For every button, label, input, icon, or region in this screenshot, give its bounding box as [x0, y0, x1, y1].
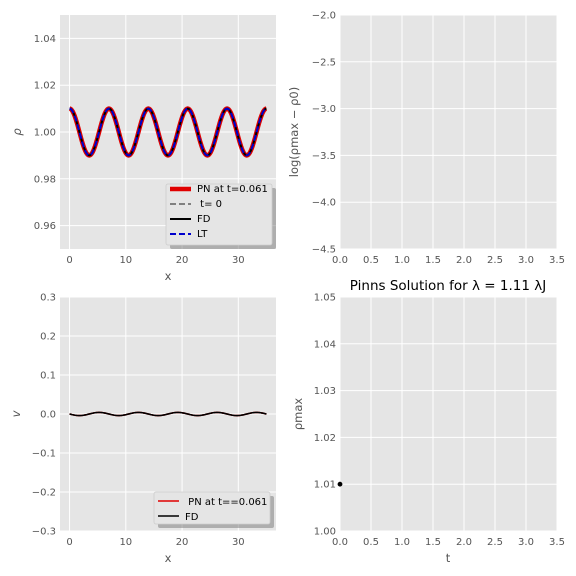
- density-ylabel: ρ: [10, 128, 24, 136]
- rho-max-plot-background: [340, 297, 557, 531]
- x-tick-label: 20: [176, 537, 189, 548]
- x-tick-label: 0: [66, 255, 72, 266]
- rho-max-panel: 0.0 0.5 1.0 1.5 2.0 2.5 3.0 3.5 1.00 1.01 1.02 1.03…: [291, 278, 565, 565]
- velocity-ylabel: v: [9, 410, 23, 417]
- log-growth-panel: 0.0 0.5 1.0 1.5 2.0 2.5 3.0 3.5 −4.5 −4.0 −3.5 −3.0…: [287, 11, 565, 267]
- y-tick-label: 1.04: [314, 339, 336, 350]
- y-tick-label: −0.3: [32, 527, 56, 538]
- legend-label-fd-velocity: FD: [185, 512, 199, 523]
- y-tick-label: −3.5: [312, 151, 336, 162]
- legend-label-t0: t= 0: [197, 199, 222, 210]
- rho-max-title: Pinns Solution for λ = 1.11 λJ: [350, 278, 546, 294]
- x-tick-label: 1.0: [394, 255, 410, 266]
- y-tick-label: 1.02: [34, 81, 56, 92]
- x-tick-label: 2.5: [487, 537, 503, 548]
- y-tick-label: 1.00: [314, 527, 336, 538]
- legend-label-lt: LT: [197, 229, 208, 240]
- x-tick-label: 10: [119, 255, 132, 266]
- y-tick-label: −2.0: [312, 11, 336, 22]
- x-tick-label: 0.5: [363, 255, 379, 266]
- velocity-legend: PN at t==0.061 FD: [153, 491, 274, 528]
- y-tick-label: −0.1: [32, 449, 56, 460]
- x-tick-label: 2.0: [456, 537, 472, 548]
- x-tick-label: 1.5: [425, 255, 441, 266]
- x-tick-label: 3.0: [518, 255, 534, 266]
- y-tick-label: 0.2: [40, 332, 56, 343]
- y-tick-label: −3.0: [312, 104, 336, 115]
- rho-max-ylabel: ρmax: [291, 398, 305, 431]
- y-tick-label: −2.5: [312, 57, 336, 68]
- log-growth-ylabel: log(ρmax − ρ0): [287, 87, 301, 177]
- y-tick-label: −4.0: [312, 198, 336, 209]
- y-tick-label: 1.03: [314, 386, 336, 397]
- x-tick-label: 0.5: [363, 537, 379, 548]
- y-tick-label: 1.00: [34, 128, 56, 139]
- y-tick-label: 1.01: [314, 480, 336, 491]
- velocity-panel: 0 10 20 30 −0.3 −0.2 −0.1 0.0 0.1 0.2 0.3 x v PN a…: [9, 293, 276, 565]
- legend-label-pn-velocity: PN at t==0.061: [185, 497, 267, 508]
- x-tick-label: 2.5: [487, 255, 503, 266]
- x-tick-label: 3.5: [549, 537, 565, 548]
- density-panel: 0 10 20 30 0.96 0.98 1.00 1.02 1.04 x ρ PN at t=…: [10, 15, 276, 283]
- legend-label-pn: PN at t=0.061: [197, 184, 268, 195]
- y-tick-label: 1.04: [34, 34, 56, 45]
- x-tick-label: 0.0: [332, 255, 348, 266]
- y-tick-label: 0.1: [40, 371, 56, 382]
- density-legend: PN at t=0.061 t= 0 FD LT: [165, 183, 276, 249]
- log-growth-plot-background: [340, 15, 557, 249]
- y-tick-label: −4.5: [312, 245, 336, 256]
- velocity-xlabel: x: [165, 551, 172, 565]
- x-tick-label: 30: [232, 255, 245, 266]
- y-tick-label: 1.05: [314, 293, 336, 304]
- x-tick-label: 2.0: [456, 255, 472, 266]
- y-tick-label: 0.0: [40, 410, 56, 421]
- y-tick-label: 0.3: [40, 293, 56, 304]
- y-tick-label: 0.98: [34, 174, 56, 185]
- series-line-3: [69, 107, 267, 157]
- x-tick-label: 20: [176, 255, 189, 266]
- x-tick-label: 3.0: [518, 537, 534, 548]
- x-tick-label: 0: [66, 537, 72, 548]
- x-tick-label: 3.5: [549, 255, 565, 266]
- series-line-1: [69, 411, 267, 417]
- data-point: [337, 481, 343, 487]
- x-tick-label: 0.0: [332, 537, 348, 548]
- y-tick-label: 1.02: [314, 433, 336, 444]
- x-tick-label: 10: [119, 537, 132, 548]
- x-tick-label: 30: [232, 537, 245, 548]
- y-tick-label: 0.96: [34, 221, 56, 232]
- density-xlabel: x: [165, 269, 172, 283]
- legend-label-fd: FD: [197, 214, 211, 225]
- x-tick-label: 1.0: [394, 537, 410, 548]
- y-tick-label: −0.2: [32, 488, 56, 499]
- rho-max-xlabel: t: [446, 551, 451, 565]
- x-tick-label: 1.5: [425, 537, 441, 548]
